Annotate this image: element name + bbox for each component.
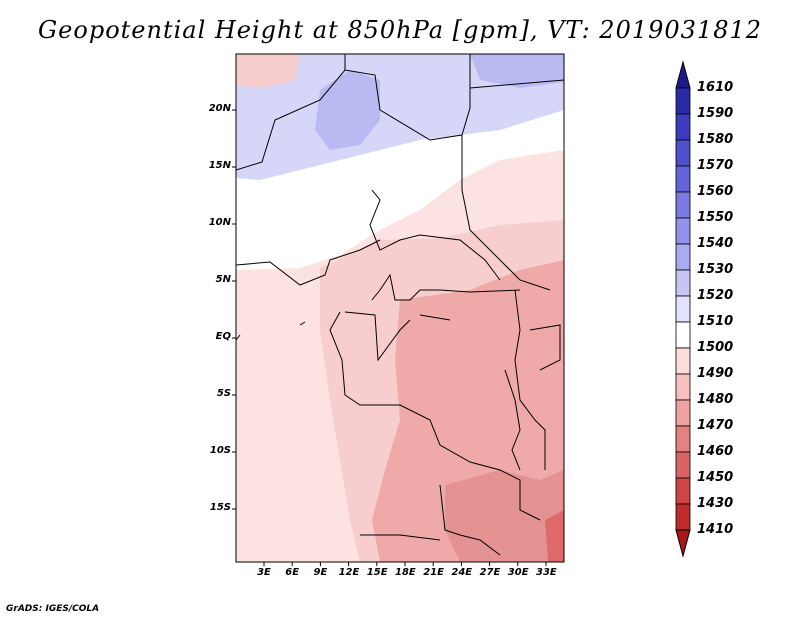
lat-label: 5N [215, 274, 231, 285]
grads-credit: GrADS: IGES/COLA [6, 604, 100, 614]
colorbar-label: 1510 [697, 314, 734, 329]
colorbar-swatch [675, 425, 691, 453]
field-fieldRed [545, 510, 564, 562]
colorbar-label: 1540 [697, 236, 734, 251]
lat-label: 5S [216, 388, 231, 399]
colorbar-swatch [675, 477, 691, 505]
colorbar-label: 1570 [697, 158, 734, 173]
colorbar-label: 1410 [697, 522, 734, 537]
colorbar-swatch [675, 217, 691, 245]
lon-label: 15E [366, 567, 388, 578]
colorbar-top-arrow [675, 60, 691, 89]
lon-label: 18E [395, 567, 416, 578]
colorbar-swatch [675, 321, 691, 349]
lat-label: 15N [208, 160, 231, 171]
colorbar-label: 1560 [697, 184, 734, 199]
colorbar-label: 1550 [697, 210, 734, 225]
country-borders [236, 54, 564, 556]
colorbar-label: 1480 [697, 392, 734, 407]
colorbar-swatch [675, 87, 691, 115]
colorbar-label: 1580 [697, 132, 734, 147]
lat-label: 10S [209, 445, 231, 456]
map-frame [235, 53, 565, 563]
lon-label: 24E [451, 567, 473, 578]
colorbar-label: 1430 [697, 496, 734, 511]
lat-label: 20N [208, 103, 231, 114]
lat-label: EQ [215, 331, 231, 342]
lon-label: 21E [423, 567, 444, 578]
colorbar-swatch [675, 503, 691, 531]
colorbar-label: 1590 [697, 106, 734, 121]
colorbar-label: 1460 [697, 444, 734, 459]
colorbar-swatch [675, 347, 691, 375]
field-fieldPinkDark [445, 470, 564, 562]
colorbar-swatch [675, 269, 691, 297]
colorbar-label: 1520 [697, 288, 734, 303]
field-fieldBlueMid [315, 70, 380, 150]
lat-label: 10N [208, 217, 231, 228]
height-field [236, 54, 564, 562]
field-fieldPinkTopLeft [236, 54, 300, 88]
lon-label: 27E [479, 567, 501, 578]
lat-label: 15S [209, 502, 231, 513]
colorbar-label: 1530 [697, 262, 734, 277]
colorbar-swatch [675, 451, 691, 479]
colorbar-label: 1490 [697, 366, 734, 381]
lon-label: 3E [257, 567, 271, 578]
colorbar-swatch [675, 373, 691, 401]
colorbar-swatch [675, 191, 691, 219]
colorbar-swatch [675, 113, 691, 141]
colorbar-swatch [675, 165, 691, 193]
colorbar-swatch [675, 399, 691, 427]
colorbar-label: 1500 [697, 340, 734, 355]
colorbar-bottom-arrow [675, 529, 691, 558]
axis-ticks [232, 109, 547, 566]
colorbar-swatch [675, 295, 691, 323]
field-fieldBlueMid2 [470, 54, 564, 88]
lon-label: 33E [536, 567, 557, 578]
colorbar-swatch [675, 243, 691, 271]
map-title: Geopotential Height at 850hPa [gpm], VT:… [38, 16, 762, 44]
colorbar-label: 1610 [697, 80, 734, 95]
colorbar-label: 1450 [697, 470, 734, 485]
lon-label: 12E [338, 567, 360, 578]
lon-label: 6E [285, 567, 300, 578]
field-fieldBlueLight [236, 54, 564, 180]
colorbar-swatch [675, 139, 691, 167]
lon-label: 9E [313, 567, 328, 578]
colorbar [675, 60, 691, 558]
colorbar-label: 1470 [697, 418, 734, 433]
lon-label: 30E [507, 567, 529, 578]
